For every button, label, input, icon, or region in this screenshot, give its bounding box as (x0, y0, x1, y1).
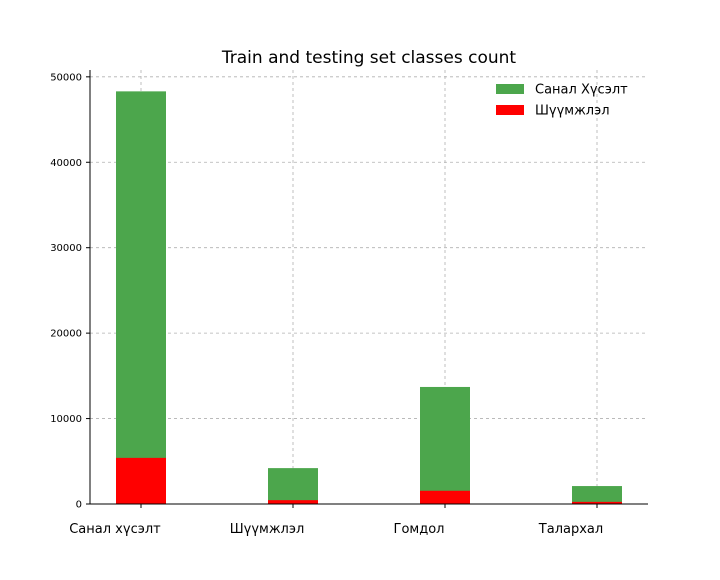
bars (116, 91, 622, 504)
chart-title: Train and testing set classes count (221, 48, 517, 68)
legend-swatch-0 (496, 84, 524, 94)
y-tick-label: 20000 (50, 329, 82, 340)
ticks: 0 10000 20000 30000 40000 50000 Санал хүсэлт Шү… (50, 72, 603, 537)
bar-series-1-cat-3 (572, 501, 622, 504)
y-tick-label: 10000 (50, 414, 82, 425)
y-tick-label: 40000 (50, 158, 82, 169)
bar-series-1-cat-2 (420, 490, 470, 504)
x-tick-label: Шүүмжлэл (230, 522, 305, 537)
legend-label-0: Санал Хүсэлт (535, 83, 628, 98)
legend-swatch-1 (496, 105, 524, 115)
y-tick-label: 0 (76, 500, 82, 511)
legend: Санал Хүсэлт Шүүмжлэл (496, 83, 628, 119)
bar-series-1-cat-0 (116, 457, 166, 504)
legend-label-1: Шүүмжлэл (535, 104, 610, 119)
bar-series-0-cat-2 (420, 386, 470, 504)
y-tick-label: 30000 (50, 243, 82, 254)
bar-series-0-cat-3 (572, 486, 622, 504)
x-tick-label: Талархал (538, 522, 603, 537)
bar-series-0-cat-1 (268, 468, 318, 504)
x-tick-label: Гомдол (394, 522, 445, 537)
bar-series-1-cat-1 (268, 500, 318, 504)
y-tick-label: 50000 (50, 72, 82, 83)
axes (89, 70, 648, 505)
bar-series-0-cat-0 (116, 91, 166, 504)
x-tick-label: Санал хүсэлт (69, 522, 161, 537)
grid (90, 70, 648, 504)
